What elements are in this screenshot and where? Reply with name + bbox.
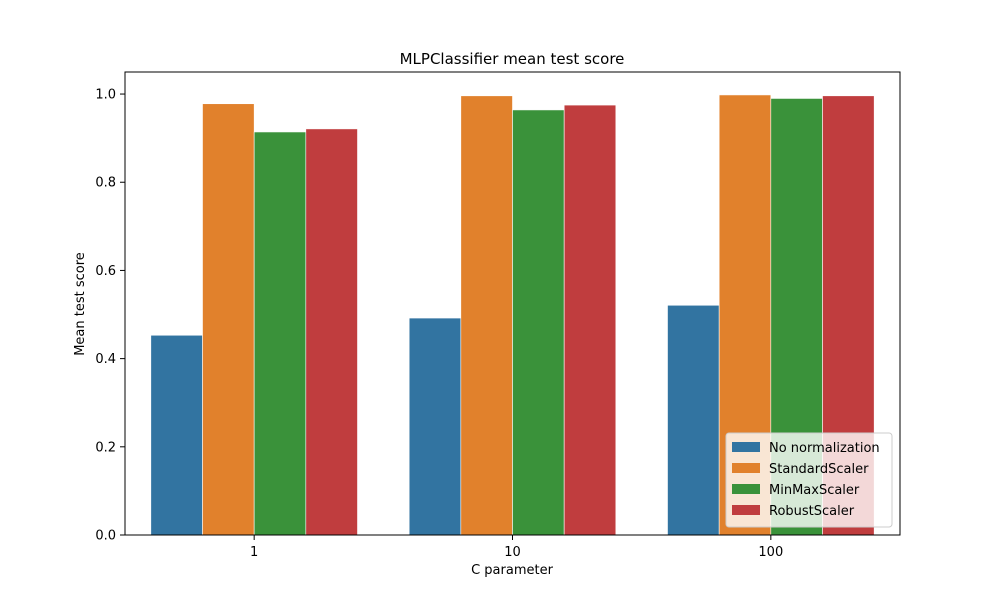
legend-swatch — [732, 505, 760, 515]
legend-swatch — [732, 463, 760, 473]
x-tick-label: 100 — [758, 545, 783, 560]
bar-robustscaler-c10 — [563, 104, 617, 536]
legend: No normalization StandardScaler MinMaxScal… — [725, 432, 893, 528]
y-tick-label: 0.2 — [95, 440, 116, 455]
axes-group: 0.0 0.2 0.4 0.6 0.8 1.0 1 10 100 — [95, 71, 901, 560]
legend-label: MinMaxScaler — [769, 483, 860, 498]
y-tick-label: 0.6 — [95, 264, 116, 279]
bar-standardscaler-c1 — [202, 103, 255, 536]
legend-swatch — [732, 442, 760, 452]
y-tick-label: 0.8 — [95, 176, 116, 191]
chart-title: MLPClassifier mean test score — [400, 50, 625, 68]
x-axis-title: C parameter — [471, 563, 553, 578]
legend-label: No normalization — [769, 441, 880, 456]
bar-minmaxscaler-c10 — [512, 109, 565, 536]
legend-box — [725, 432, 893, 528]
bar-no-normalization-c100 — [667, 304, 720, 536]
bar-robustscaler-c1 — [305, 128, 358, 536]
bar-no-normalization-c10 — [408, 317, 462, 536]
y-tick-label: 1.0 — [95, 88, 116, 103]
bar-no-normalization-c1 — [150, 334, 203, 536]
legend-label: RobustScaler — [769, 504, 855, 519]
legend-label: StandardScaler — [769, 462, 869, 477]
x-tick-label: 10 — [504, 545, 521, 560]
legend-swatch — [732, 484, 760, 494]
x-tick-label: 1 — [250, 545, 258, 560]
bar-minmaxscaler-c1 — [253, 131, 307, 536]
y-axis-title: Mean test score — [73, 252, 88, 356]
y-tick-label: 0.0 — [95, 529, 116, 544]
y-tick-label: 0.4 — [95, 352, 116, 367]
bar-standardscaler-c10 — [460, 95, 513, 536]
